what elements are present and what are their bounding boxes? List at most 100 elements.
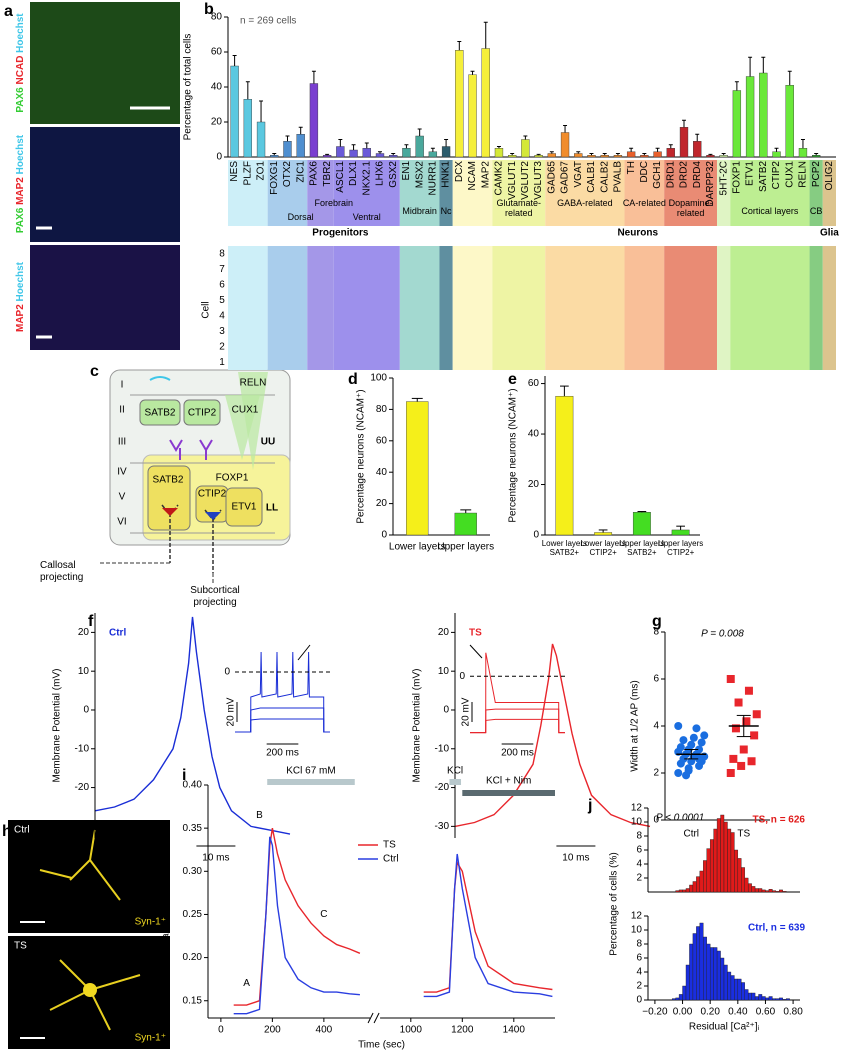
histogram-bar xyxy=(754,996,759,1001)
bar xyxy=(719,155,728,158)
histogram-bar xyxy=(741,867,745,893)
data-point xyxy=(687,740,696,749)
data-point xyxy=(752,710,761,719)
x-tick-label: Ctrl xyxy=(683,829,699,840)
x-tick-label: DRD4 xyxy=(692,161,703,189)
histogram-bar xyxy=(751,886,756,893)
trace-label: Ctrl xyxy=(109,628,126,639)
y-tick-label: 6 xyxy=(653,674,659,685)
annotation: KCl 67 mM xyxy=(286,766,335,777)
histogram-bar xyxy=(765,997,770,1001)
x-tick-label: DLX1 xyxy=(348,161,359,186)
scale-label: 20 mV xyxy=(461,697,472,726)
layer-label: III xyxy=(118,437,126,448)
panel-label: d xyxy=(348,371,358,388)
panel-label: g xyxy=(652,613,662,630)
x-tick-label: MAP2 xyxy=(480,161,491,189)
histogram-bar xyxy=(692,933,697,1001)
data-point xyxy=(679,736,688,745)
annotation: A xyxy=(243,978,250,989)
bar xyxy=(230,65,239,158)
y-tick-label: 10 xyxy=(78,666,90,677)
data-point xyxy=(697,738,706,747)
group-label: GABA-related xyxy=(557,198,613,208)
stain-word: Hoechst xyxy=(15,13,26,53)
x-tick-label: ZIC1 xyxy=(295,161,306,183)
histogram-bar xyxy=(775,891,780,893)
bar xyxy=(336,146,345,158)
x-tick-label: ETV1 xyxy=(745,161,756,186)
group-label-box: Glutamate-related xyxy=(497,198,542,218)
data-point xyxy=(750,731,759,740)
stain-word: PAX6 xyxy=(15,207,26,233)
x-tick-label: 0.60 xyxy=(756,1007,776,1018)
y-tick-label: 0.15 xyxy=(183,995,203,1006)
histogram-bar xyxy=(716,950,721,1001)
x-tick-label: RELN xyxy=(798,161,809,188)
x-tick-label: NCAM xyxy=(467,161,478,190)
x-tick-label: FOXG1 xyxy=(269,161,280,195)
x-tick-label: CALB2 xyxy=(599,161,610,193)
x-tick-label: VGLUT3 xyxy=(533,161,544,200)
legend-label: TS xyxy=(383,840,396,851)
label-band xyxy=(307,160,334,226)
x-tick-label: CUX1 xyxy=(784,161,795,188)
y-tick-label: 10 xyxy=(631,817,643,828)
histogram-bar xyxy=(703,936,707,1001)
y-tick-label: 4 xyxy=(653,721,659,732)
data-point xyxy=(676,743,685,752)
y-tick-label: 0.35 xyxy=(183,823,203,834)
x-tick-label: NURR1 xyxy=(428,161,439,196)
data-point xyxy=(674,722,683,730)
image-label: TS xyxy=(14,941,27,952)
bar xyxy=(594,532,613,536)
bar xyxy=(613,155,623,158)
y-tick-label: 8 xyxy=(653,627,659,638)
chart-title: TS, n = 626 xyxy=(752,815,805,826)
heatmap-band xyxy=(624,246,665,370)
histogram-bar xyxy=(747,992,752,1001)
y-tick-label: 0 xyxy=(381,530,387,541)
bar xyxy=(362,148,371,158)
data-point xyxy=(742,717,751,726)
y-tick-label: 60 xyxy=(528,378,540,389)
histogram-bar xyxy=(699,870,704,893)
heatmap-row-label: 8 xyxy=(219,249,225,260)
data-point xyxy=(700,731,709,740)
layer-label: I xyxy=(121,380,124,391)
x-tick-label: 1400 xyxy=(503,1025,526,1036)
group-label-box: Forebrain xyxy=(314,198,353,208)
y-tick-label: 100 xyxy=(370,373,387,384)
stimulus-bar xyxy=(267,779,355,785)
data-point xyxy=(737,761,746,770)
y-axis-label: Percentage of cells (%) xyxy=(609,852,620,955)
x-axis-label: Residual [Ca²⁺]ᵢ xyxy=(689,1022,760,1033)
bar xyxy=(296,134,305,158)
y-tick-label: -30 xyxy=(75,821,90,832)
y-tick-label: 12 xyxy=(631,911,643,922)
y-tick-label: 80 xyxy=(211,12,223,23)
projection-label-box: Callosal projecting xyxy=(40,560,83,583)
ctip2-box xyxy=(183,399,221,426)
bar xyxy=(534,155,543,158)
histogram-bar xyxy=(696,876,701,893)
diagram-label: CUX1 xyxy=(232,405,259,416)
histogram-bar xyxy=(713,828,718,893)
x-tick-label: OTX2 xyxy=(282,161,293,188)
data-point xyxy=(692,724,701,733)
x-tick-label: TBR2 xyxy=(322,161,333,187)
stimulus-bar xyxy=(449,779,462,785)
bar xyxy=(679,127,689,158)
x-tick-label: DRD2 xyxy=(679,161,690,189)
panel-label: h xyxy=(2,823,12,840)
histogram-bar xyxy=(713,947,718,1001)
trace-label: TS xyxy=(469,628,482,639)
x-tick-label: OLIG2 xyxy=(824,161,835,191)
bar xyxy=(772,151,781,158)
heatmap-band xyxy=(439,246,453,370)
histogram-bar xyxy=(689,943,694,1001)
data-point xyxy=(695,754,704,763)
stain-word: PAX6 xyxy=(15,87,26,113)
bar xyxy=(640,155,649,158)
axis-break xyxy=(367,1012,380,1024)
